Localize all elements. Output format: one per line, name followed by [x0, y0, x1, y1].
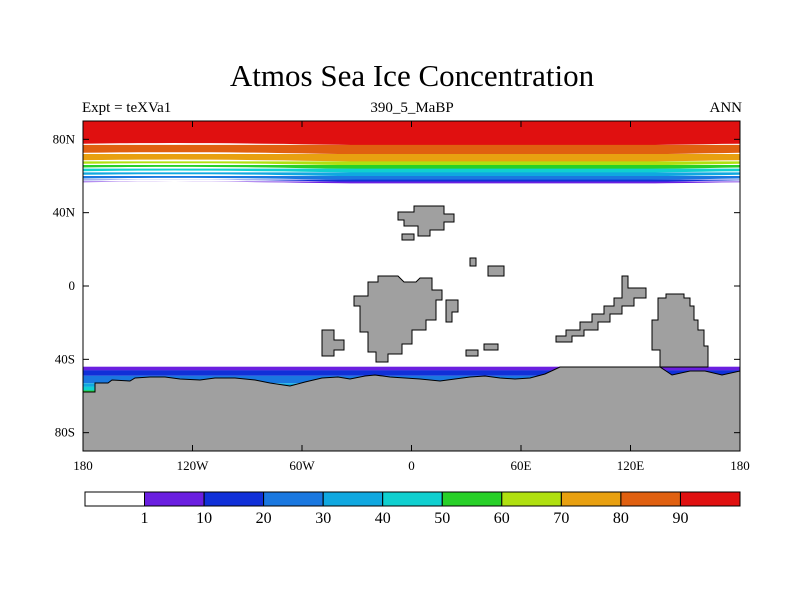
y-tick-label: 40S [55, 351, 75, 366]
experiment-label: Expt = teXVa1 [82, 100, 172, 116]
y-tick-label: 0 [69, 278, 76, 293]
south-band-1 [83, 366, 740, 371]
x-tick-label: 120W [177, 458, 210, 473]
colorbar-swatch [84, 491, 145, 507]
colorbar-label: 80 [613, 510, 629, 527]
north-band-11 [83, 183, 740, 189]
colorbar-swatch [501, 491, 562, 507]
x-tick-label: 60W [289, 458, 315, 473]
colorbar-label: 30 [315, 510, 331, 527]
land-island-small-3 [487, 265, 505, 277]
south-band-2 [83, 370, 740, 376]
north-ice-bands [83, 121, 740, 189]
colorbar-swatch [203, 491, 265, 507]
colorbar-label: 50 [434, 510, 450, 527]
colorbar-label: 60 [494, 510, 510, 527]
colorbar-swatch [441, 491, 503, 507]
land-africa [353, 275, 443, 363]
colorbar-swatch [322, 491, 384, 507]
axis-ticks: 180 120W 60W 0 60E 120E 180 80N 40N 0 40S 80S [53, 121, 750, 473]
north-band-1 [83, 121, 740, 147]
land-south-america-tip [321, 329, 345, 357]
north-band-2 [83, 144, 740, 156]
land-island-chain [555, 275, 647, 343]
x-tick-label: 180 [73, 458, 93, 473]
colorbar-swatch [144, 491, 205, 507]
x-tick-label: 60E [511, 458, 532, 473]
map-area [83, 121, 740, 451]
y-tick-label: 80S [55, 425, 75, 440]
colorbar-label: 1 [141, 510, 149, 527]
y-tick-label: 40N [53, 205, 76, 220]
land-island-small-4 [483, 343, 499, 351]
land-island-small-5 [465, 349, 479, 357]
colorbar-swatch [620, 491, 681, 507]
season-label: ANN [709, 100, 743, 116]
land-asia-block [397, 205, 455, 237]
y-tick-label: 80N [53, 131, 76, 146]
land-madagascar [445, 299, 459, 323]
colorbar-swatch [560, 491, 622, 507]
period-label: 390_5_MaBP [370, 100, 454, 116]
land-island-small-2 [469, 257, 477, 267]
colorbar-label: 10 [196, 510, 212, 527]
colorbar: 1 10 20 30 40 50 60 70 80 90 [84, 491, 741, 527]
colorbar-swatch [382, 491, 443, 507]
land-island-small-1 [401, 233, 415, 241]
colorbar-swatch [263, 491, 324, 507]
land-mask [83, 205, 740, 451]
colorbar-label: 90 [673, 510, 689, 527]
land-australia [651, 293, 709, 368]
x-tick-label: 180 [730, 458, 750, 473]
colorbar-label: 40 [375, 510, 391, 527]
colorbar-label: 70 [553, 510, 569, 527]
x-tick-label: 120E [617, 458, 645, 473]
north-band-3 [83, 154, 740, 164]
chart-title: Atmos Sea Ice Concentration [229, 58, 595, 93]
colorbar-label: 20 [256, 510, 272, 527]
land-antarctica [83, 366, 740, 451]
x-tick-label: 0 [408, 458, 415, 473]
colorbar-swatch [680, 491, 741, 507]
